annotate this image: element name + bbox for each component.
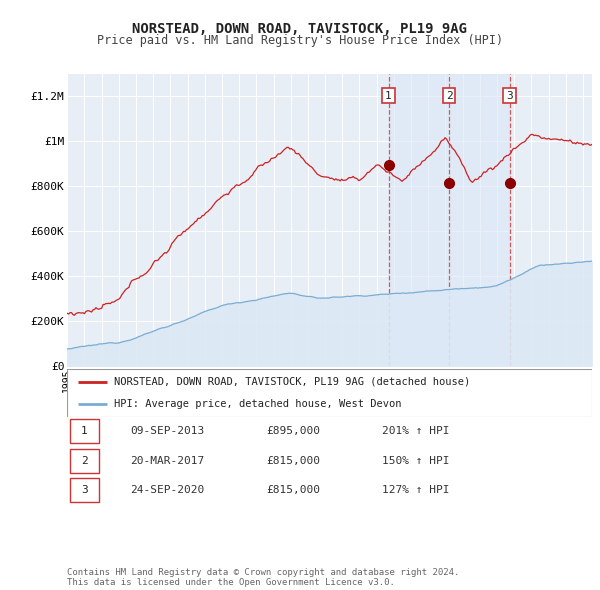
Bar (70, 478, 98, 502)
Text: 09-SEP-2013: 09-SEP-2013 (130, 427, 205, 436)
Text: NORSTEAD, DOWN ROAD, TAVISTOCK, PL19 9AG: NORSTEAD, DOWN ROAD, TAVISTOCK, PL19 9AG (133, 22, 467, 37)
Text: £815,000: £815,000 (266, 456, 320, 466)
Text: 3: 3 (506, 91, 513, 101)
Text: 1: 1 (81, 427, 88, 436)
Text: 20-MAR-2017: 20-MAR-2017 (130, 456, 205, 466)
Text: Contains HM Land Registry data © Crown copyright and database right 2024.
This d: Contains HM Land Registry data © Crown c… (67, 568, 460, 587)
Text: 24-SEP-2020: 24-SEP-2020 (130, 486, 205, 495)
Bar (70, 449, 98, 473)
Text: £815,000: £815,000 (266, 486, 320, 495)
Text: HPI: Average price, detached house, West Devon: HPI: Average price, detached house, West… (115, 399, 402, 409)
Text: 201% ↑ HPI: 201% ↑ HPI (382, 427, 449, 436)
Text: 150% ↑ HPI: 150% ↑ HPI (382, 456, 449, 466)
Text: 3: 3 (81, 486, 88, 495)
Text: 2: 2 (81, 456, 88, 466)
Bar (389, 74, 509, 366)
Bar (70, 419, 98, 443)
Text: 1: 1 (385, 91, 392, 101)
Text: NORSTEAD, DOWN ROAD, TAVISTOCK, PL19 9AG (detached house): NORSTEAD, DOWN ROAD, TAVISTOCK, PL19 9AG… (115, 377, 470, 387)
Text: £895,000: £895,000 (266, 427, 320, 436)
Text: 2: 2 (446, 91, 452, 101)
Text: 127% ↑ HPI: 127% ↑ HPI (382, 486, 449, 495)
Text: Price paid vs. HM Land Registry's House Price Index (HPI): Price paid vs. HM Land Registry's House … (97, 34, 503, 47)
